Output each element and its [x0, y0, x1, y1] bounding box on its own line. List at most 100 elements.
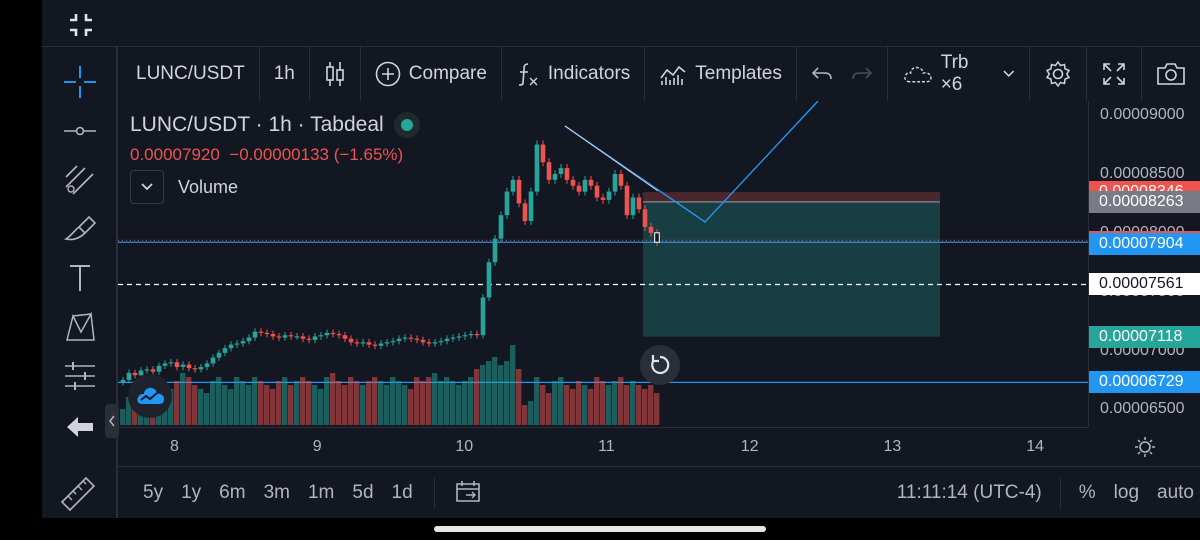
axis-settings-button[interactable]	[1134, 436, 1156, 458]
candle-body	[516, 179, 522, 204]
symbol-search-button[interactable]: LUNC/USDT	[118, 47, 259, 101]
redo-button[interactable]	[847, 47, 887, 101]
candle-body	[348, 338, 354, 343]
volume-bar	[564, 385, 570, 425]
range-3m[interactable]: 3m	[263, 482, 290, 503]
measure-tool[interactable]	[62, 358, 98, 394]
candle-body	[282, 335, 288, 338]
volume-bar	[528, 401, 534, 425]
chart-plot[interactable]	[118, 101, 1088, 427]
brush-tool[interactable]	[62, 211, 98, 247]
tradingview-logo[interactable]	[128, 374, 172, 418]
templates-button[interactable]: Templates	[645, 47, 796, 101]
volume-bar	[534, 377, 540, 425]
home-indicator[interactable]	[434, 526, 766, 532]
candle-body	[228, 344, 234, 349]
time-tick-label: 14	[1026, 438, 1044, 455]
range-1y[interactable]: 1y	[181, 482, 202, 503]
exit-fullscreen-icon[interactable]	[68, 12, 94, 38]
undo-button[interactable]	[797, 47, 847, 101]
volume-bar	[624, 385, 630, 425]
range-5y[interactable]: 5y	[143, 482, 164, 503]
volume-bar	[498, 365, 504, 425]
range-1d[interactable]: 1d	[391, 482, 413, 503]
candle-body	[420, 339, 426, 343]
reset-chart-button[interactable]	[640, 345, 680, 385]
volume-bar	[402, 385, 408, 425]
volume-bar	[546, 393, 552, 425]
candle-body	[204, 363, 210, 367]
price-axis[interactable]	[1088, 101, 1200, 427]
plus-circle-icon	[375, 61, 401, 87]
text-tool[interactable]	[62, 260, 98, 296]
indicators-button[interactable]: Indicators	[502, 47, 644, 101]
chart-legend: LUNC/USDT · 1h · Tabdeal	[130, 112, 420, 138]
drawings-sync-button[interactable]: Trb ×6	[888, 47, 1029, 101]
time-axis[interactable]	[118, 427, 1088, 466]
candle-body	[318, 335, 324, 337]
candle-body	[594, 185, 600, 198]
chart-type-button[interactable]	[310, 47, 360, 101]
candle-body	[618, 173, 624, 186]
undo-icon	[811, 67, 832, 80]
trend-line-tool[interactable]	[62, 113, 98, 149]
candle-body	[492, 238, 498, 263]
volume-bar	[606, 385, 612, 425]
bottom-toolbar: 5y 1y 6m 3m 1m 5d 1d 11:11:14 (UTC-4) % …	[118, 466, 1200, 519]
range-6m[interactable]: 6m	[219, 482, 246, 503]
go-to-date-button[interactable]	[447, 479, 489, 508]
candle-body	[330, 332, 336, 335]
price-label: 0.00008263	[1089, 190, 1200, 213]
candle-body	[552, 173, 558, 180]
candle-body	[270, 334, 276, 337]
candle-body	[378, 343, 384, 346]
volume-bar	[126, 397, 132, 425]
volume-bar	[300, 377, 306, 425]
fullscreen-button[interactable]	[1087, 47, 1141, 101]
volume-bar	[378, 381, 384, 425]
separator	[1141, 47, 1142, 101]
fib-tool[interactable]	[62, 162, 98, 198]
auto-scale-toggle[interactable]: auto	[1157, 482, 1194, 503]
candle-body	[642, 209, 648, 227]
ruler-tool[interactable]	[58, 474, 98, 514]
legend-toggle-button[interactable]	[130, 170, 164, 204]
compare-button[interactable]: Compare	[361, 47, 501, 101]
candle-body	[144, 369, 150, 371]
candle-body	[186, 364, 192, 369]
range-5d[interactable]: 5d	[352, 482, 374, 503]
range-1m[interactable]: 1m	[307, 482, 335, 503]
volume-bar	[474, 369, 480, 425]
settings-button[interactable]	[1030, 47, 1086, 101]
chart-app	[42, 0, 1200, 518]
candle-body	[408, 337, 414, 339]
candle-body	[648, 226, 654, 233]
crosshair-tool[interactable]	[62, 64, 98, 100]
percent-scale-toggle[interactable]: %	[1078, 482, 1096, 503]
text-icon	[70, 265, 90, 291]
volume-bar	[540, 385, 546, 425]
volume-bar	[450, 381, 456, 425]
hide-toolbar-button[interactable]	[62, 409, 98, 445]
volume-bar	[570, 389, 576, 425]
log-scale-toggle[interactable]: log	[1113, 482, 1140, 503]
separator	[795, 47, 797, 101]
candle-body	[444, 338, 450, 342]
separator	[644, 47, 646, 101]
separator	[886, 47, 888, 101]
snapshot-button[interactable]	[1142, 47, 1200, 101]
volume-label: Volume	[178, 176, 239, 197]
volume-bar	[360, 385, 366, 425]
candle-body	[162, 363, 168, 366]
volume-bar	[510, 345, 516, 425]
collapse-toolbar-button[interactable]	[105, 404, 119, 438]
candle-body	[600, 197, 606, 200]
market-status-icon	[393, 112, 420, 138]
volume-bar	[264, 385, 270, 425]
interval-button[interactable]: 1h	[260, 47, 309, 101]
clock-timezone[interactable]: 11:11:14 (UTC-4)	[896, 482, 1042, 503]
pattern-tool[interactable]	[62, 309, 98, 345]
candle-body	[150, 369, 156, 372]
volume-bar	[270, 389, 276, 425]
volume-bar	[288, 385, 294, 425]
